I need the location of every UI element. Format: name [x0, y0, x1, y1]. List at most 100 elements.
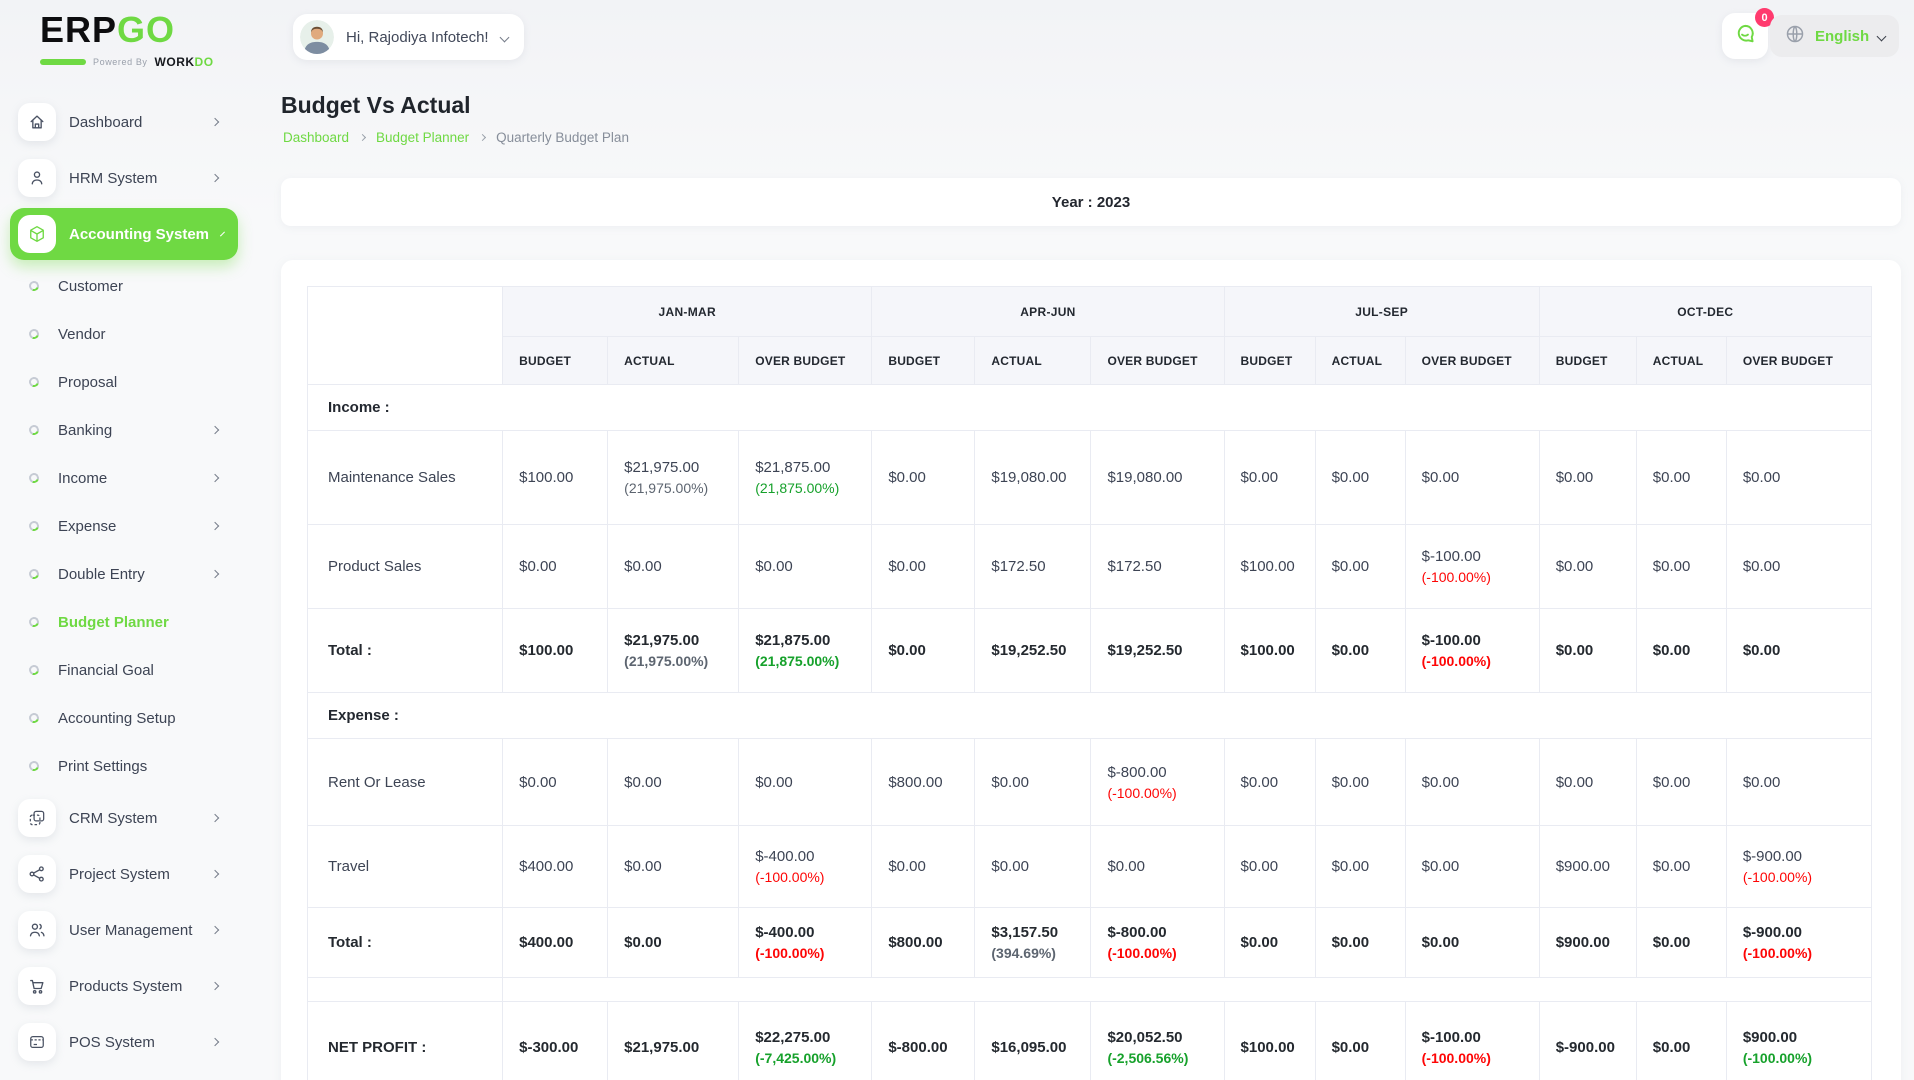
- measure-header-oct-dec-over-budget: OVER BUDGET: [1725, 336, 1873, 385]
- row-label: Total :: [306, 608, 504, 693]
- value-cell: $21,975.00 (21,975.00%): [607, 430, 740, 525]
- sidebar-item-vendor[interactable]: Vendor: [0, 310, 250, 358]
- row-label: Maintenance Sales: [306, 430, 504, 525]
- value-cell: $900.00: [1538, 825, 1637, 908]
- value-cell: $22,275.00 (-7,425.00%): [738, 1001, 873, 1080]
- value-cell: $19,080.00: [1090, 430, 1225, 525]
- percent-value: (-100.00%): [1742, 1050, 1813, 1066]
- value-cell: $21,975.00 (21,975.00%): [607, 608, 740, 693]
- notification-badge: 0: [1755, 8, 1774, 27]
- chevron-down-icon: [220, 231, 226, 237]
- amount-value: $22,275.00: [755, 1029, 831, 1046]
- value-cell: $0.00: [1635, 524, 1727, 609]
- breadcrumb-dashboard[interactable]: Dashboard: [283, 130, 350, 145]
- value-cell: $0.00: [1404, 825, 1540, 908]
- quarter-header-oct-dec: OCT-DEC: [1538, 286, 1873, 337]
- value-cell: $0.00: [871, 430, 976, 525]
- value-cell: $0.00: [871, 524, 976, 609]
- amount-value: $-800.00: [1107, 924, 1167, 941]
- value-cell: $21,875.00 (21,875.00%): [738, 430, 873, 525]
- dot-icon: [27, 471, 41, 485]
- sidebar-item-products-system[interactable]: Products System: [0, 958, 250, 1014]
- value-cell: $0.00: [1635, 1001, 1727, 1080]
- percent-value: (-100.00%): [755, 869, 825, 885]
- value-cell: $0.00: [1404, 907, 1540, 978]
- erpgo-logo[interactable]: ERPGO Powered By WORKDO: [40, 12, 214, 69]
- value-cell: $0.00: [1314, 430, 1406, 525]
- measure-header-jul-sep-budget: BUDGET: [1223, 336, 1316, 385]
- value-cell: $800.00: [871, 738, 976, 826]
- dot-icon: [27, 519, 41, 533]
- value-cell: $0.00: [502, 738, 609, 826]
- sidebar-item-budget-planner[interactable]: Budget Planner: [0, 598, 250, 646]
- spacer-cell: [502, 977, 1872, 1002]
- table-row-rent-or-lease: Rent Or Lease $0.00 $0.00 $0.00 $800.00 $0.00…: [306, 738, 1873, 826]
- sidebar-item-crm-system[interactable]: CRM System: [0, 790, 250, 846]
- messenger-button[interactable]: 0: [1722, 8, 1774, 59]
- value-cell: $0.00: [1404, 430, 1540, 525]
- chevron-down-icon: [1876, 31, 1887, 41]
- sidebar-item-accounting-setup[interactable]: Accounting Setup: [0, 694, 250, 742]
- measure-header-apr-jun-budget: BUDGET: [871, 336, 976, 385]
- value-cell: $0.00: [1538, 524, 1637, 609]
- amount-value: $3,157.50: [991, 924, 1059, 941]
- sidebar-item-customer[interactable]: Customer: [0, 262, 250, 310]
- language-selector[interactable]: English: [1770, 15, 1900, 57]
- sidebar-item-project-system[interactable]: Project System: [0, 846, 250, 902]
- measure-header-jul-sep-actual: ACTUAL: [1314, 336, 1406, 385]
- value-cell: $100.00: [502, 608, 609, 693]
- sidebar-item-financial-goal[interactable]: Financial Goal: [0, 646, 250, 694]
- value-cell: $0.00: [1635, 825, 1727, 908]
- value-cell: $0.00: [1725, 430, 1873, 525]
- chevron-right-icon: [210, 425, 220, 435]
- sidebar-item-hrm-system[interactable]: HRM System: [0, 150, 250, 206]
- logo-text-erp: ERP: [40, 9, 118, 50]
- value-cell: $0.00: [1223, 738, 1316, 826]
- sidebar-item-label: Expense: [58, 517, 117, 535]
- row-label: Travel: [306, 825, 504, 908]
- sidebar-item-label: CRM System: [69, 809, 158, 827]
- amount-value: $-800.00: [1107, 763, 1167, 781]
- sidebar-item-label: HRM System: [69, 169, 158, 187]
- sidebar-item-expense[interactable]: Expense: [0, 502, 250, 550]
- budget-table-card: JAN-MAR APR-JUN JUL-SEP OCT-DEC BUDGET ACTUAL…: [281, 260, 1901, 1080]
- value-cell: $100.00: [1223, 608, 1316, 693]
- value-cell: $0.00: [1538, 738, 1637, 826]
- sidebar-item-label: Project System: [69, 865, 170, 883]
- measure-header-jan-mar-budget: BUDGET: [502, 336, 609, 385]
- value-cell: $0.00: [1314, 524, 1406, 609]
- sidebar-item-label: Vendor: [58, 325, 106, 343]
- sidebar-item-income[interactable]: Income: [0, 454, 250, 502]
- amount-value: $-100.00: [1421, 548, 1481, 565]
- value-cell: $16,095.00: [974, 1001, 1092, 1080]
- percent-value: (394.69%): [991, 945, 1056, 961]
- quarter-header-apr-jun: APR-JUN: [871, 286, 1225, 337]
- sidebar-item-print-settings[interactable]: Print Settings: [0, 742, 250, 790]
- sidebar-item-banking[interactable]: Banking: [0, 406, 250, 454]
- percent-value: (-100.00%): [1742, 869, 1813, 885]
- sidebar-item-double-entry[interactable]: Double Entry: [0, 550, 250, 598]
- user-menu[interactable]: Hi, Rajodiya Infotech!: [293, 14, 524, 60]
- percent-value: (-100.00%): [1107, 945, 1177, 961]
- value-cell: $20,052.50 (-2,506.56%): [1090, 1001, 1225, 1080]
- value-cell: $0.00: [871, 608, 976, 693]
- measure-header-oct-dec-budget: BUDGET: [1538, 336, 1637, 385]
- breadcrumb-budget-planner[interactable]: Budget Planner: [376, 130, 470, 145]
- language-label: English: [1815, 27, 1870, 45]
- percent-value: (-100.00%): [1421, 569, 1491, 585]
- pos-icon: [18, 1023, 56, 1061]
- section-label: Income :: [307, 384, 1872, 431]
- value-cell: $-100.00 (-100.00%): [1404, 608, 1540, 693]
- sidebar-item-label: User Management: [69, 921, 193, 939]
- value-cell: $-900.00: [1538, 1001, 1637, 1080]
- percent-value: (-100.00%): [1421, 653, 1491, 669]
- sidebar-item-proposal[interactable]: Proposal: [0, 358, 250, 406]
- value-cell: $21,875.00 (21,875.00%): [738, 608, 873, 693]
- sidebar-item-user-management[interactable]: User Management: [0, 902, 250, 958]
- sidebar-item-dashboard[interactable]: Dashboard: [0, 94, 250, 150]
- chat-icon: [1732, 21, 1758, 52]
- value-cell: $19,252.50: [974, 608, 1092, 693]
- sidebar-item-pos-system[interactable]: POS System: [0, 1014, 250, 1070]
- sidebar-item-accounting-system[interactable]: Accounting System: [10, 208, 238, 260]
